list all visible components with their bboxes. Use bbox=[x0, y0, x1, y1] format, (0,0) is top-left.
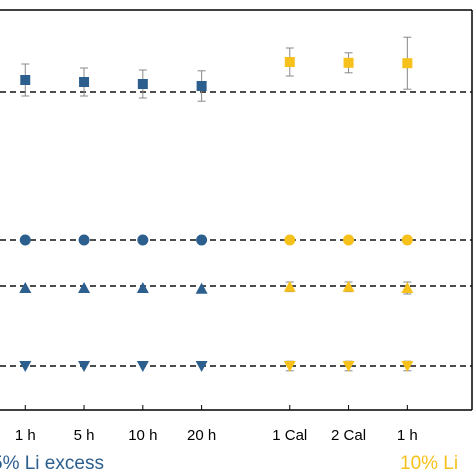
triangle-down-marker bbox=[195, 361, 208, 372]
reference-lines bbox=[0, 91, 472, 367]
x-tick-label: 2 Cal bbox=[331, 427, 366, 444]
triangle-down-marker bbox=[283, 361, 296, 372]
square-marker bbox=[402, 58, 413, 69]
x-tick-label: 1 h bbox=[397, 427, 418, 444]
circle-marker bbox=[284, 234, 296, 246]
circle-marker bbox=[78, 234, 90, 246]
triangle-up-marker bbox=[78, 282, 91, 293]
x-tick-label: 20 h bbox=[187, 427, 216, 444]
triangle-up-marker bbox=[283, 280, 296, 292]
square-marker bbox=[343, 57, 354, 68]
x-tick-label: 10 h bbox=[128, 427, 157, 444]
square-marker bbox=[196, 81, 207, 91]
group-label-right: 10% Li bbox=[400, 453, 458, 474]
triangle-down-marker bbox=[401, 361, 414, 372]
x-tick-label: 5 h bbox=[74, 427, 95, 444]
triangle-up-marker bbox=[342, 280, 355, 292]
triangle-down-marker bbox=[19, 361, 32, 372]
triangle-down-marker bbox=[342, 361, 355, 372]
triangle-up-marker bbox=[19, 282, 32, 293]
circle-marker bbox=[19, 234, 31, 246]
data-markers bbox=[19, 57, 414, 372]
triangle-down-marker bbox=[136, 361, 149, 372]
circle-marker bbox=[401, 234, 413, 246]
circle-marker bbox=[196, 234, 208, 246]
triangle-up-marker bbox=[136, 282, 149, 293]
triangle-up-marker bbox=[195, 282, 208, 294]
group-label-left: 5% Li excess bbox=[0, 453, 104, 474]
group-labels: 5% Li excess 10% Li bbox=[0, 453, 458, 474]
triangle-down-marker bbox=[78, 361, 91, 372]
circle-marker bbox=[137, 234, 149, 246]
circle-marker bbox=[343, 234, 355, 246]
square-marker bbox=[137, 79, 148, 89]
square-marker bbox=[20, 75, 31, 85]
x-tick-label: 1 h bbox=[15, 427, 36, 444]
square-marker bbox=[284, 57, 295, 67]
triangle-up-marker bbox=[401, 282, 414, 293]
plot-frame bbox=[0, 9, 473, 411]
square-marker bbox=[79, 77, 90, 87]
error-bars bbox=[21, 36, 412, 372]
x-tick-label: 1 Cal bbox=[272, 427, 307, 444]
